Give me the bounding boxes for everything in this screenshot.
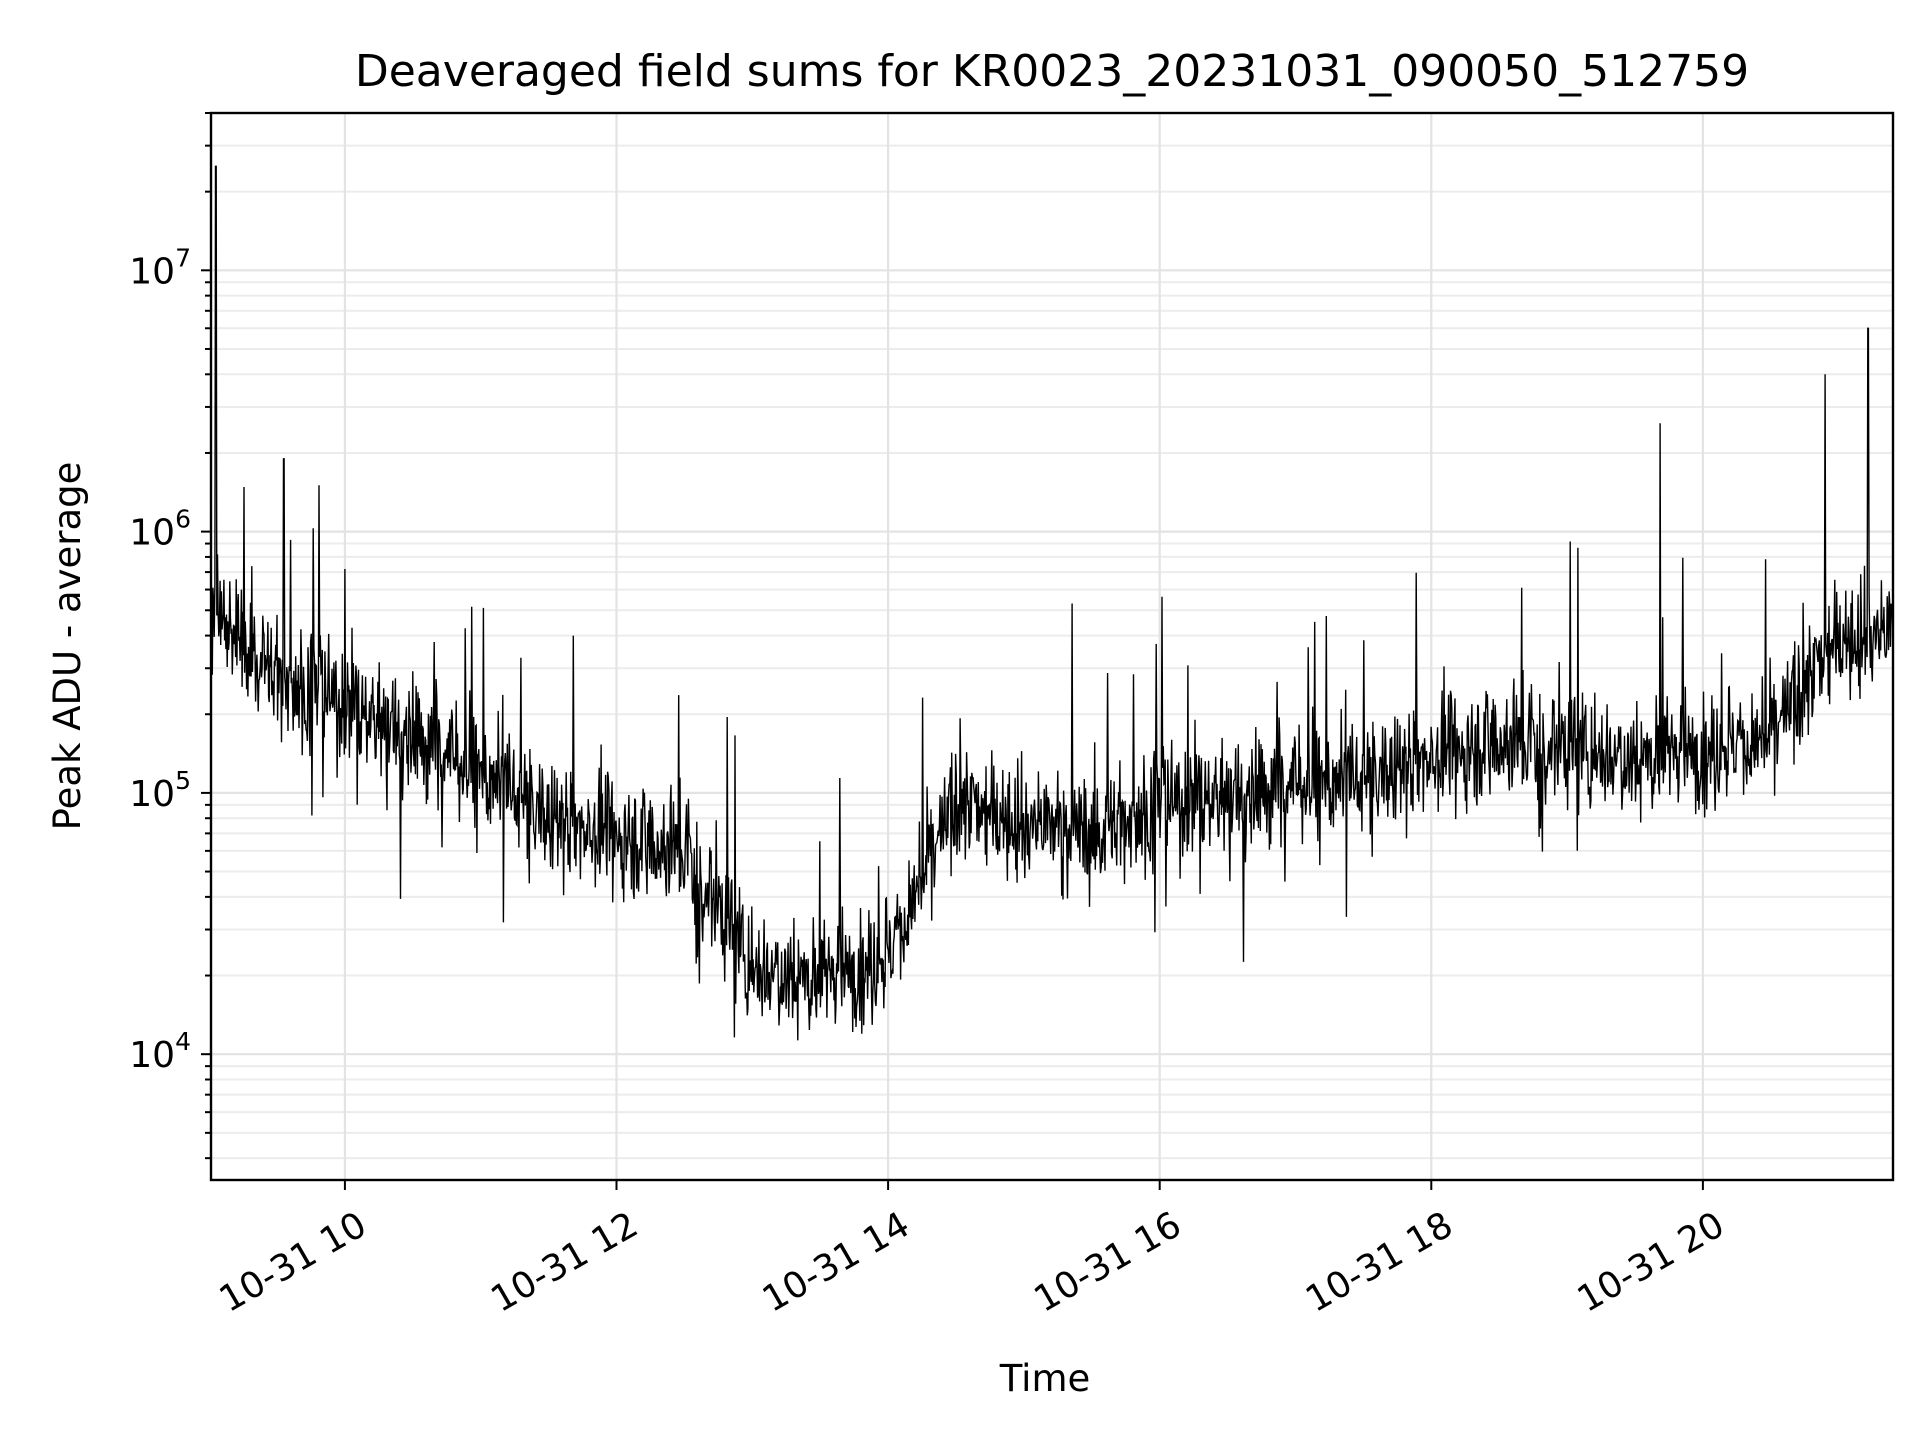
x-tick-label: 10-31 20 — [1571, 1204, 1732, 1320]
plot-frame — [209, 111, 1895, 1182]
y-tick-exponent: 5 — [175, 766, 191, 795]
y-tick-exponent: 7 — [175, 243, 191, 272]
y-tick-exponent: 6 — [175, 505, 191, 534]
y-tick-exponent: 4 — [175, 1027, 191, 1056]
x-tick-label: 10-31 16 — [1028, 1204, 1189, 1320]
x-tick-label: 10-31 10 — [213, 1204, 374, 1320]
y-tick-label: 106 — [129, 505, 191, 554]
y-tick-label: 104 — [129, 1027, 191, 1076]
grid — [211, 112, 1893, 1180]
x-tick-label: 10-31 12 — [484, 1204, 645, 1320]
y-tick-base: 10 — [129, 1035, 175, 1076]
y-tick-label: 105 — [129, 766, 191, 815]
y-tick-base: 10 — [129, 774, 175, 815]
x-tick-label: 10-31 14 — [756, 1204, 917, 1320]
x-axis-label: Time — [999, 1357, 1091, 1400]
y-tick-base: 10 — [129, 251, 175, 292]
x-tick-label: 10-31 18 — [1299, 1204, 1460, 1320]
chart-title: Deaveraged field sums for KR0023_2023103… — [355, 46, 1749, 97]
y-tick-base: 10 — [129, 513, 175, 554]
y-axis-label: Peak ADU - average — [46, 462, 89, 831]
y-tick-label: 107 — [129, 243, 191, 292]
series-layer — [210, 165, 1894, 1041]
series-line — [210, 165, 1894, 1041]
x-axis-ticks: 10-31 10 10-31 12 10-31 14 10-31 16 10-31 18… — [213, 1180, 1732, 1321]
